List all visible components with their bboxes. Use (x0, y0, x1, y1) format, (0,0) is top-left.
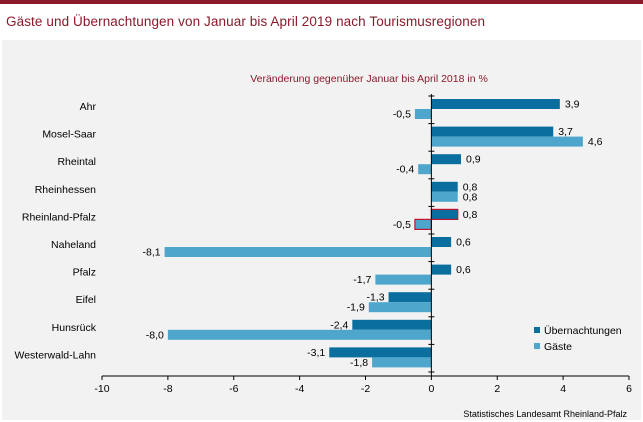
bar-gaeste (167, 329, 432, 340)
value-label: -0,5 (393, 219, 411, 231)
x-axis: -10 -8 -6 -4 -2 0 2 4 6 (94, 94, 632, 395)
value-label: -2,4 (330, 319, 348, 331)
x-tick-label: -6 (229, 383, 238, 395)
category-label: Mosel-Saar (42, 129, 96, 141)
bar-gaeste (375, 274, 432, 285)
value-label: -1,8 (350, 357, 368, 369)
category-label: Rheinhessen (35, 184, 96, 196)
bar-gaeste (418, 164, 432, 175)
value-label: 0,6 (456, 264, 471, 276)
x-tick-label: 6 (626, 383, 632, 395)
value-label: 0,9 (466, 154, 481, 166)
chart-subtitle: Veränderung gegenüber Januar bis April 2… (250, 73, 488, 85)
value-label: -1,9 (347, 302, 365, 314)
value-label: 3,7 (558, 126, 573, 138)
value-label: -1,3 (366, 292, 384, 304)
value-label: 0,8 (463, 209, 478, 221)
bar-uebernachtungen (431, 126, 554, 137)
legend-swatch (534, 327, 540, 333)
legend-label: Übernachtungen (544, 325, 622, 337)
bar-uebernachtungen (431, 264, 452, 275)
category-label: Ahr (80, 101, 97, 113)
category-label: Pfalz (73, 267, 96, 279)
value-label: -3,1 (307, 347, 325, 359)
x-tick-label: -10 (94, 383, 109, 395)
value-labels: 3,9-0,53,74,60,9-0,40,80,80,8-0,50,6-8,1… (142, 99, 602, 369)
bar-gaeste (431, 191, 458, 202)
value-label: -8,0 (146, 329, 164, 341)
chart-title: Gäste und Übernachtungen von Januar bis … (6, 14, 486, 29)
category-label: Westerwald-Lahn (14, 349, 96, 361)
bar-uebernachtungen (430, 208, 459, 220)
value-label: 3,9 (565, 99, 580, 111)
bar-gaeste (164, 247, 432, 257)
x-tick-label: 4 (560, 383, 566, 395)
bar-gaeste (414, 218, 432, 230)
bar-gaeste (372, 357, 432, 368)
value-label: 4,6 (588, 136, 603, 148)
value-label: -1,7 (353, 274, 371, 286)
bars-layer (164, 99, 583, 368)
legend-label: Gäste (544, 341, 572, 353)
value-label: 0,6 (456, 237, 471, 249)
bar-uebernachtungen (388, 292, 432, 303)
x-tick-label: -8 (163, 383, 172, 395)
category-label: Hunsrück (52, 322, 97, 334)
x-tick-label: -2 (361, 383, 370, 395)
value-label: -0,4 (396, 164, 414, 176)
value-label: -0,5 (393, 109, 411, 121)
legend-swatch (534, 343, 540, 349)
x-tick-label: 2 (494, 383, 500, 395)
category-label: Rheinland-Pfalz (22, 211, 96, 223)
value-label: 0,8 (463, 181, 478, 193)
category-labels: Ahr Mosel-Saar Rheintal Rheinhessen Rheinlan… (14, 101, 96, 361)
bar-uebernachtungen (431, 99, 560, 109)
value-label: -8,1 (142, 247, 160, 259)
category-label: Naheland (51, 239, 96, 251)
x-tick-label: 0 (428, 383, 434, 395)
bar-gaeste (414, 109, 432, 119)
top-accent-bar (0, 0, 643, 4)
category-label: Rheintal (57, 156, 96, 168)
bar-uebernachtungen (352, 319, 432, 330)
bar-gaeste (431, 136, 583, 147)
x-tick-label: -4 (295, 383, 304, 395)
bar-gaeste (368, 302, 432, 313)
category-label: Eifel (76, 294, 96, 306)
bar-uebernachtungen (329, 347, 432, 358)
bar-uebernachtungen (431, 237, 452, 247)
bar-uebernachtungen (431, 154, 462, 165)
source-note: Statistisches Landesamt Rheinland-Pfalz (463, 409, 627, 419)
value-label: 0,8 (463, 191, 478, 203)
legend: Übernachtungen Gäste (534, 325, 622, 353)
bar-uebernachtungen (431, 181, 458, 192)
